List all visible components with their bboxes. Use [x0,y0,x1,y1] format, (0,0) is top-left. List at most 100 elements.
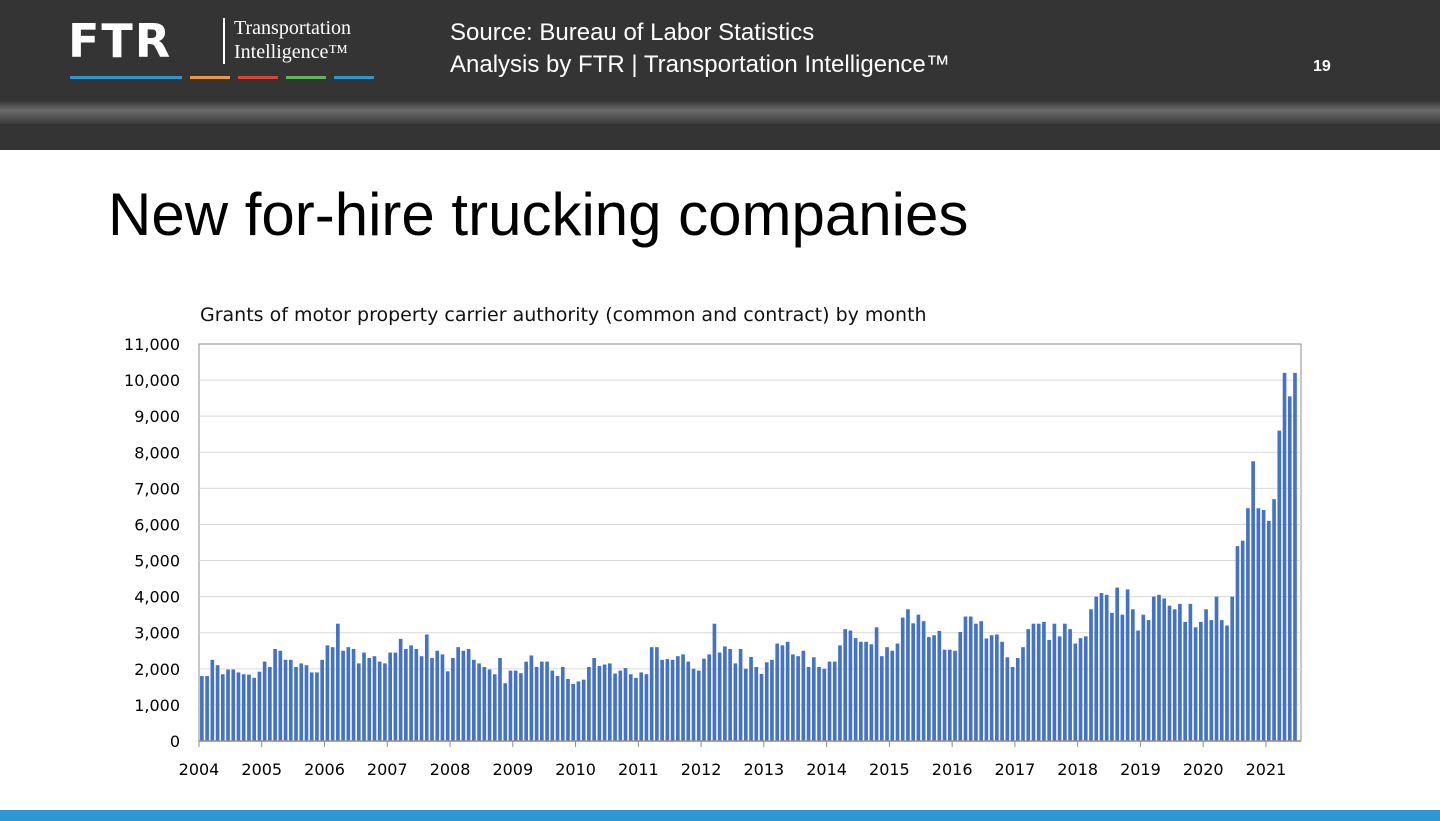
bar [356,663,361,741]
bar [853,638,858,741]
bar [283,659,288,741]
bar [503,683,508,741]
y-tick-label: 4,000 [134,588,180,607]
bar [754,667,759,741]
bar [513,670,518,741]
bar [869,644,874,741]
y-tick-label: 6,000 [134,515,180,534]
bar [728,648,732,741]
x-tick-label: 2020 [1183,760,1224,779]
bar [660,659,664,741]
bar [1199,621,1203,741]
bar [540,661,544,741]
bar [534,667,539,741]
bar [749,656,753,741]
bar [838,645,842,741]
bar [1272,499,1276,741]
bar [487,669,492,741]
bar [440,654,445,741]
x-tick-label: 2018 [1057,760,1098,779]
bar [236,672,241,741]
bar [424,634,429,741]
y-tick-label: 0 [170,732,180,751]
y-tick-label: 2,000 [134,660,180,679]
x-tick-label: 2019 [1120,760,1161,779]
page-number: 19 [1313,58,1331,75]
bar [775,643,780,741]
bar [1183,621,1187,741]
bar [1293,372,1297,741]
bar [968,616,973,741]
bar [864,641,868,741]
footer-bar [0,810,1440,821]
bar [890,650,895,741]
bar [1214,596,1219,741]
bar [341,650,345,741]
bar [1151,596,1156,741]
bar [937,630,942,741]
bar [587,667,591,741]
bar [1036,623,1041,741]
bar [498,657,502,741]
bar [785,641,790,741]
bar [472,659,476,741]
slide-title: New for-hire trucking companies [108,181,969,248]
bar [1026,629,1031,741]
bar [336,623,340,741]
bar [717,652,722,741]
bar [1261,510,1266,741]
bar [1131,609,1135,741]
header-bar: FTR Transportation Intelligence™ Source:… [0,0,1440,150]
bar [435,650,440,741]
y-tick-label: 8,000 [134,443,180,462]
x-tick-label: 2004 [179,760,220,779]
bar [623,668,628,741]
bar [947,649,952,741]
bar [1115,587,1119,741]
x-tick-label: 2014 [806,760,847,779]
bar [1057,636,1062,741]
bar [780,645,785,741]
bar [492,674,497,741]
bar [649,647,654,741]
bar [958,632,963,741]
bar [304,665,309,741]
bar [1188,603,1193,741]
bar [1256,508,1261,741]
logo-subtitle-line1: Transportation [234,17,352,39]
bar [900,617,905,741]
y-tick-label: 10,000 [124,371,180,390]
bar [524,661,528,741]
bar [791,654,795,741]
bar [1052,623,1057,741]
bar [639,672,644,741]
bar [529,655,534,741]
bar [252,677,257,741]
bar [911,623,916,741]
bar [885,647,889,741]
y-tick-label: 3,000 [134,624,180,643]
bar [414,648,419,741]
bar [388,652,392,741]
source-text: Source: Bureau of Labor Statistics Analy… [450,17,950,81]
bar [895,643,900,741]
bar [859,641,863,741]
bar [1073,643,1078,741]
bar [1047,639,1051,741]
x-tick-label: 2006 [304,760,345,779]
bar [1230,596,1235,741]
bar [1089,609,1093,741]
bar [393,652,398,741]
bar [445,671,450,741]
source-line-2: Analysis by FTR | Transportation Intelli… [450,51,950,78]
bar [1193,627,1198,741]
bar [299,663,304,741]
y-tick-label: 5,000 [134,552,180,571]
logo-line [190,76,230,79]
bar [1225,625,1229,741]
bar [231,669,236,741]
bar [1277,430,1282,741]
bar [1010,667,1015,741]
bar [200,676,204,741]
bar [220,674,225,741]
